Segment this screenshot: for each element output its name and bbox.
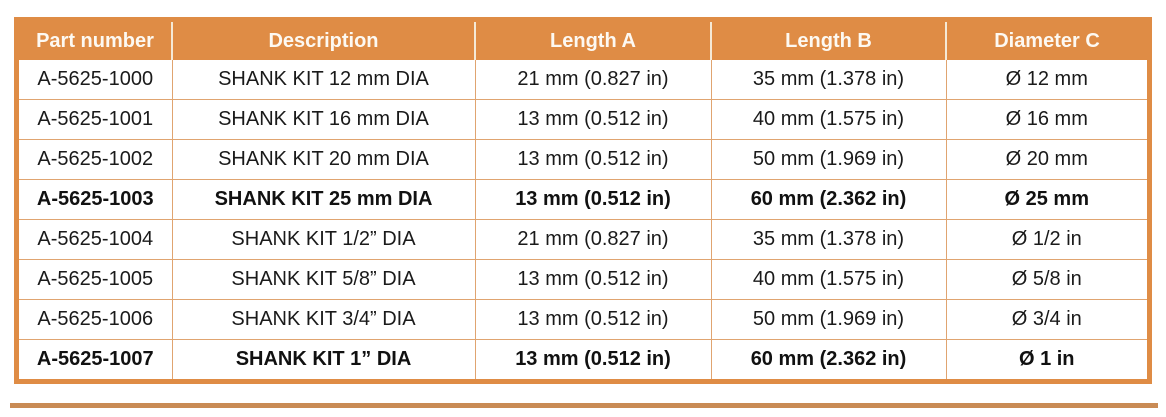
cell-length-a: 21 mm (0.827 in) [474,219,712,260]
column-header-length-b: Length B [711,22,947,60]
cell-diameter-c: Ø 20 mm [945,139,1147,180]
cell-length-a: 13 mm (0.512 in) [474,339,712,379]
cell-length-b: 40 mm (1.575 in) [710,259,947,300]
cell-length-b: 60 mm (2.362 in) [710,179,947,220]
table-row: A-5625-1003 SHANK KIT 25 mm DIA 13 mm (0… [19,179,1147,220]
column-header-part-number: Part number [19,22,173,60]
parts-table: Part number Description Length A Length … [19,22,1147,379]
column-header-description: Description [172,22,476,60]
table-row: A-5625-1000 SHANK KIT 12 mm DIA 21 mm (0… [19,60,1147,100]
cell-description: SHANK KIT 1” DIA [171,339,476,379]
bottom-divider-line [10,403,1158,408]
cell-length-b: 50 mm (1.969 in) [710,299,947,340]
cell-part-number: A-5625-1001 [19,99,173,140]
cell-length-b: 40 mm (1.575 in) [710,99,947,140]
column-header-length-a: Length A [475,22,712,60]
cell-length-b: 35 mm (1.378 in) [710,60,947,100]
cell-part-number: A-5625-1006 [19,299,173,340]
cell-diameter-c: Ø 16 mm [945,99,1147,140]
cell-part-number: A-5625-1002 [19,139,173,180]
cell-diameter-c: Ø 5/8 in [945,259,1147,300]
cell-description: SHANK KIT 20 mm DIA [171,139,476,180]
cell-part-number: A-5625-1003 [19,179,173,220]
cell-description: SHANK KIT 12 mm DIA [171,60,476,100]
cell-diameter-c: Ø 12 mm [945,60,1147,100]
table-row: A-5625-1005 SHANK KIT 5/8” DIA 13 mm (0.… [19,259,1147,300]
table-row: A-5625-1006 SHANK KIT 3/4” DIA 13 mm (0.… [19,299,1147,340]
cell-length-a: 21 mm (0.827 in) [474,60,712,100]
cell-diameter-c: Ø 25 mm [945,179,1147,220]
cell-part-number: A-5625-1000 [19,60,173,100]
cell-length-a: 13 mm (0.512 in) [474,139,712,180]
table-row: A-5625-1007 SHANK KIT 1” DIA 13 mm (0.51… [19,339,1147,379]
cell-part-number: A-5625-1005 [19,259,173,300]
cell-diameter-c: Ø 1/2 in [945,219,1147,260]
cell-length-b: 35 mm (1.378 in) [710,219,947,260]
cell-length-a: 13 mm (0.512 in) [474,179,712,220]
header-row: Part number Description Length A Length … [19,22,1147,60]
parts-table-frame: Part number Description Length A Length … [14,17,1152,384]
table-row: A-5625-1001 SHANK KIT 16 mm DIA 13 mm (0… [19,99,1147,140]
cell-description: SHANK KIT 3/4” DIA [171,299,476,340]
cell-diameter-c: Ø 1 in [945,339,1147,379]
cell-length-a: 13 mm (0.512 in) [474,99,712,140]
cell-description: SHANK KIT 16 mm DIA [171,99,476,140]
cell-length-a: 13 mm (0.512 in) [474,299,712,340]
cell-description: SHANK KIT 5/8” DIA [171,259,476,300]
cell-diameter-c: Ø 3/4 in [945,299,1147,340]
cell-part-number: A-5625-1007 [19,339,173,379]
column-header-diameter-c: Diameter C [946,22,1147,60]
table-row: A-5625-1002 SHANK KIT 20 mm DIA 13 mm (0… [19,139,1147,180]
cell-length-b: 50 mm (1.969 in) [710,139,947,180]
cell-length-a: 13 mm (0.512 in) [474,259,712,300]
cell-part-number: A-5625-1004 [19,219,173,260]
cell-description: SHANK KIT 1/2” DIA [171,219,476,260]
table-row: A-5625-1004 SHANK KIT 1/2” DIA 21 mm (0.… [19,219,1147,260]
cell-length-b: 60 mm (2.362 in) [710,339,947,379]
cell-description: SHANK KIT 25 mm DIA [171,179,476,220]
